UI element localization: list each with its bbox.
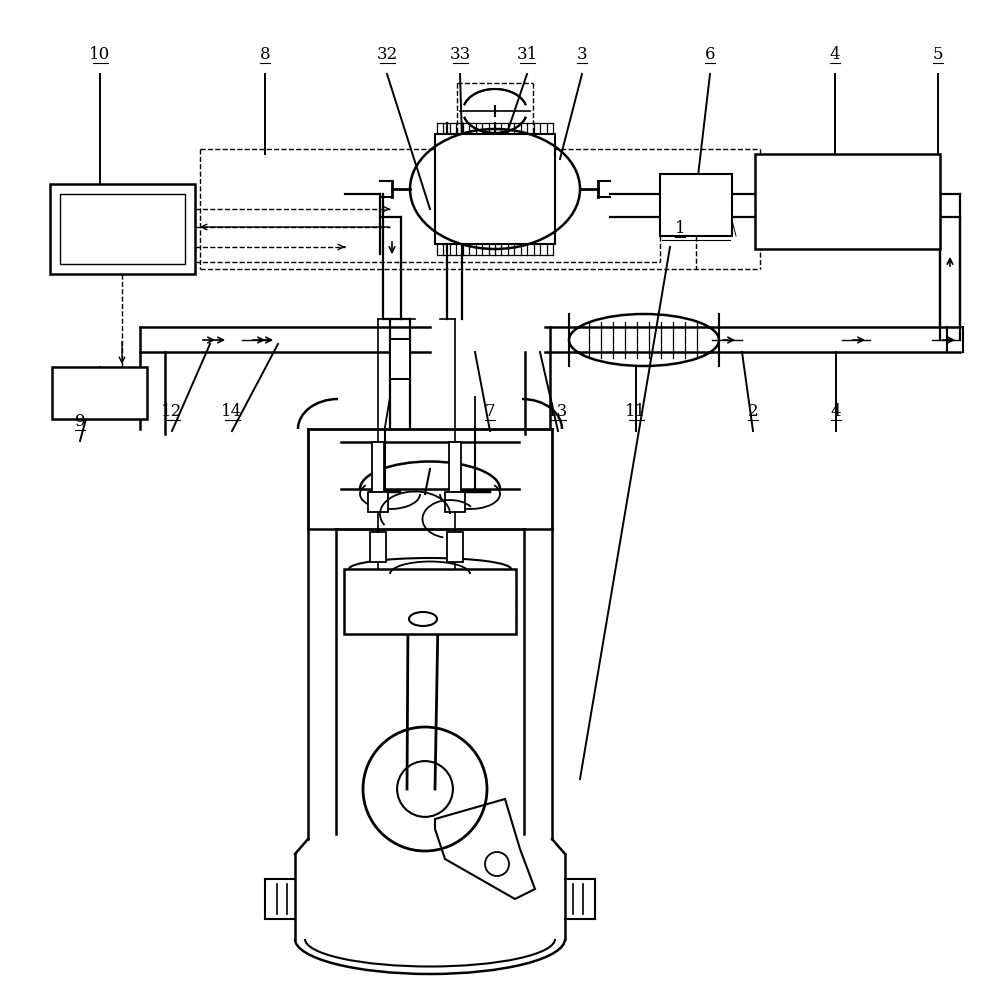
Text: 6: 6 — [705, 46, 715, 63]
Text: 11: 11 — [625, 403, 647, 419]
Bar — [372, 442, 384, 492]
Bar — [368, 492, 388, 513]
Text: 9: 9 — [75, 413, 85, 429]
Text: 32: 32 — [376, 46, 398, 63]
Bar — [344, 570, 516, 634]
Text: 12: 12 — [161, 403, 183, 419]
Text: 2: 2 — [748, 403, 758, 419]
Text: 4: 4 — [830, 46, 840, 63]
Text: 4: 4 — [831, 403, 841, 419]
Bar — [435, 135, 555, 245]
Bar — [60, 195, 185, 264]
Text: 8: 8 — [260, 46, 270, 63]
Bar — [755, 155, 940, 249]
Text: 31: 31 — [516, 46, 538, 63]
Bar — [52, 368, 147, 419]
Bar — [447, 533, 463, 563]
Text: 7: 7 — [485, 403, 495, 419]
Text: 1: 1 — [675, 220, 685, 237]
Bar — [445, 492, 465, 513]
Text: 10: 10 — [89, 46, 111, 63]
Bar — [370, 533, 386, 563]
Text: 13: 13 — [547, 403, 569, 419]
Text: 5: 5 — [933, 46, 943, 63]
Bar — [50, 185, 195, 274]
Text: 14: 14 — [221, 403, 243, 419]
Text: 33: 33 — [449, 46, 471, 63]
Bar — [660, 175, 732, 237]
Bar — [449, 442, 461, 492]
Bar — [390, 340, 410, 380]
Text: 3: 3 — [577, 46, 587, 63]
